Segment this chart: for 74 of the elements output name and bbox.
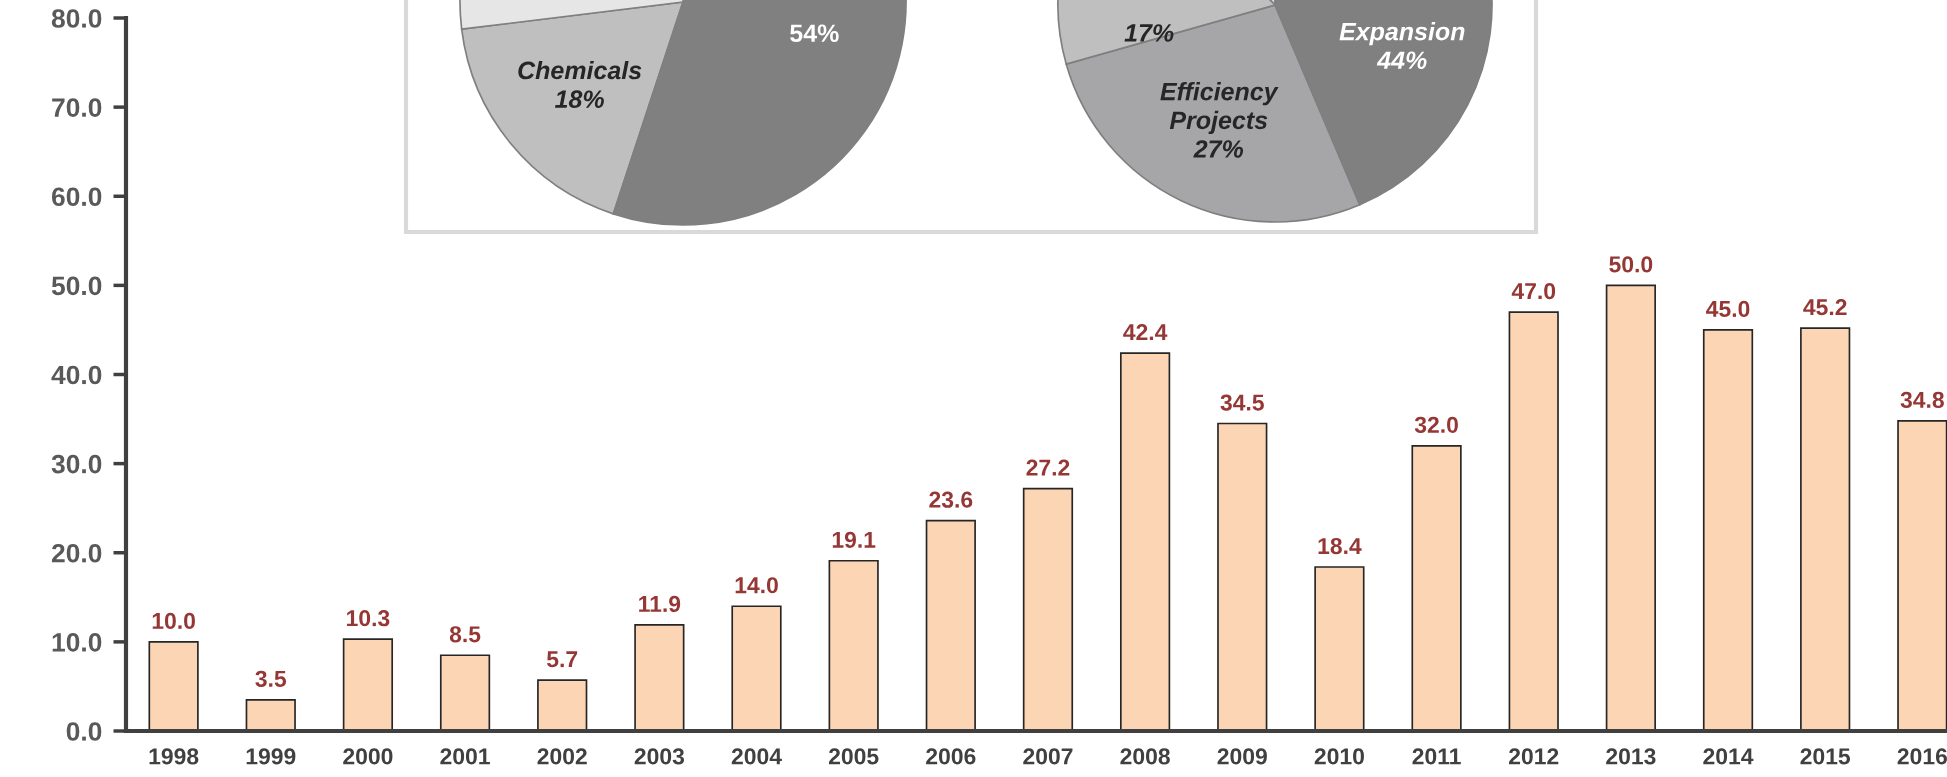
bar: [342, 638, 394, 731]
x-tick-label: 2007: [1023, 748, 1073, 765]
bar: [1217, 422, 1268, 731]
bar: [828, 559, 879, 731]
bar: [1702, 329, 1754, 731]
y-tick-label: 30.0: [51, 454, 102, 474]
x-tick-label: 1998: [149, 748, 199, 765]
data-label: 27.2: [1026, 459, 1070, 476]
x-tick-label: 2011: [1412, 748, 1461, 765]
bar: [925, 519, 976, 731]
y-tick-label: 50.0: [51, 276, 102, 296]
bar: [439, 654, 491, 731]
data-label: 19.1: [832, 531, 876, 548]
x-tick-label: 2010: [1314, 748, 1364, 765]
data-label: 50.0: [1609, 256, 1653, 273]
data-label: 47.0: [1511, 283, 1556, 300]
data-label: 17%: [1124, 24, 1174, 42]
x-tick-label: 2008: [1120, 748, 1170, 765]
x-tick-label: 2004: [731, 748, 782, 765]
bar: [1022, 487, 1074, 731]
bar: [1800, 327, 1851, 731]
x-tick-label: 2002: [537, 748, 587, 765]
x-tick-label: 2009: [1217, 748, 1267, 765]
slice-label: Expansion: [1339, 22, 1465, 46]
bar: [537, 679, 588, 731]
data-label: 44%: [1376, 51, 1427, 70]
data-label: 18.4: [1318, 537, 1362, 555]
data-label: 42.4: [1123, 324, 1168, 341]
bar: [1314, 566, 1365, 731]
x-tick-label: 2015: [1800, 748, 1851, 765]
data-label: 23.6: [929, 491, 973, 508]
data-label: 10.0: [152, 612, 195, 630]
y-tick-label: 60.0: [52, 187, 102, 207]
x-tick-label: 2000: [343, 748, 393, 765]
bar: [1605, 284, 1656, 731]
x-tick-label: 2016: [1897, 748, 1947, 765]
y-tick-label: 0.0: [66, 722, 102, 741]
data-label: 27%: [1193, 140, 1244, 158]
data-label: 11.9: [639, 595, 681, 613]
data-label: 10.3: [347, 610, 390, 627]
x-tick-label: 2001: [440, 748, 490, 765]
bar: [1411, 444, 1462, 731]
bar: [731, 605, 782, 731]
x-tick-label: 2006: [926, 748, 976, 765]
y-tick-label: 40.0: [51, 365, 102, 385]
x-tick-label: 2014: [1703, 748, 1754, 765]
x-tick-label: 2005: [828, 748, 879, 765]
slice-label: Efficiency Projects: [1160, 82, 1279, 135]
y-tick-label: 10.0: [52, 633, 102, 652]
bar: [245, 698, 296, 731]
data-label: 32.0: [1414, 416, 1458, 433]
data-label: 3.5: [255, 670, 287, 687]
y-tick-label: 70.0: [52, 98, 102, 117]
bar: [1508, 311, 1559, 731]
y-tick-label: 80.0: [51, 9, 102, 28]
bar: [634, 624, 685, 731]
data-label: 8.5: [449, 626, 481, 643]
x-tick-label: 2013: [1606, 748, 1656, 765]
bar: [1897, 420, 1947, 731]
bar: [148, 641, 199, 731]
bar: [1119, 352, 1171, 731]
data-label: 5.7: [546, 651, 578, 668]
x-tick-label: 2012: [1509, 748, 1559, 765]
data-label: 18%: [554, 90, 604, 109]
data-label: 54%: [790, 24, 839, 43]
data-label: 34.5: [1220, 394, 1264, 411]
data-label: 34.8: [1900, 391, 1944, 409]
slice-label: Chemicals: [518, 60, 642, 80]
data-label: 14.0: [735, 577, 778, 594]
data-label: 45.0: [1706, 300, 1750, 318]
x-tick-label: 1999: [246, 748, 296, 765]
y-tick-label: 20.0: [51, 543, 102, 563]
data-label: 45.2: [1803, 299, 1847, 316]
x-tick-label: 2003: [634, 748, 685, 765]
